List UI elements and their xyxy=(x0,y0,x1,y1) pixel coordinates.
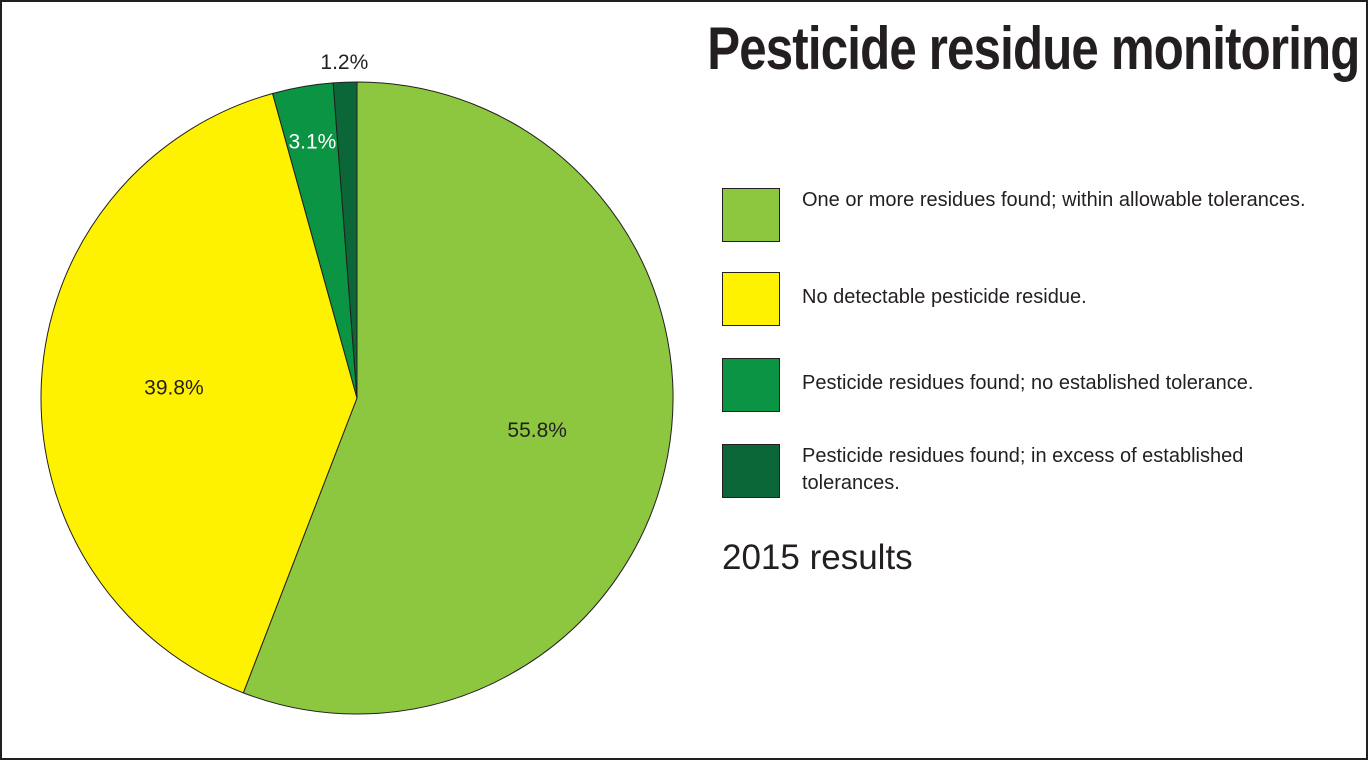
legend-label: Pesticide residues found; in excess of e… xyxy=(802,445,1244,494)
legend-swatch xyxy=(722,188,780,242)
chart-subtitle: 2015 results xyxy=(722,538,913,577)
pie-slice xyxy=(332,81,358,399)
legend-label: No detectable pesticide residue. xyxy=(802,286,1087,308)
legend-item-no-residue: No detectable pesticide residue. xyxy=(722,272,1322,326)
chart-title: Pesticide residue monitoring xyxy=(707,15,1361,82)
legend-swatch xyxy=(722,272,780,326)
legend-swatch xyxy=(722,444,780,498)
slice-label: 1.2% xyxy=(320,51,368,74)
slice-label: 3.1% xyxy=(288,130,336,153)
slice-label: 39.8% xyxy=(144,377,204,400)
pie-chart: 55.8% 39.8% 3.1% 1.2% xyxy=(40,51,674,715)
pie-slice xyxy=(40,92,358,694)
legend-item-excess: Pesticide residues found; in excess of e… xyxy=(722,444,1322,498)
slice-label: 55.8% xyxy=(507,419,567,442)
pie-slice xyxy=(242,81,674,715)
legend-item-no-tolerance: Pesticide residues found; no established… xyxy=(722,358,1322,412)
legend-label: One or more residues found; within allow… xyxy=(802,189,1306,211)
legend-label: Pesticide residues found; no established… xyxy=(802,372,1254,394)
legend-swatch xyxy=(722,358,780,412)
legend-item-within-tolerance: One or more residues found; within allow… xyxy=(722,188,1322,242)
